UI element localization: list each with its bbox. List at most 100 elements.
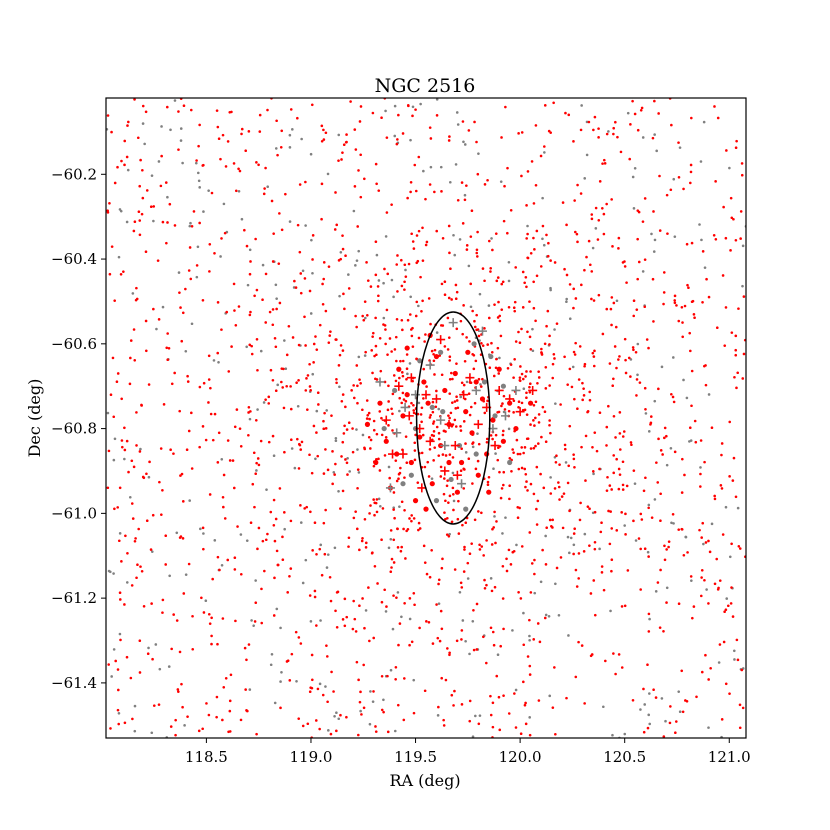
field-star-point xyxy=(632,299,636,302)
field-star-point xyxy=(614,672,617,676)
field-star-point xyxy=(523,703,527,707)
field-star-point xyxy=(461,332,464,336)
field-star-point xyxy=(533,591,537,595)
field-star-point xyxy=(117,539,121,543)
field-star-point xyxy=(447,501,450,504)
field-star-point xyxy=(597,293,601,297)
field-star-point xyxy=(392,594,395,597)
x-axis-label: RA (deg) xyxy=(389,771,460,790)
field-star-point xyxy=(150,602,153,605)
field-star-point xyxy=(377,279,381,282)
field-star-point xyxy=(226,558,230,562)
field-star-point xyxy=(154,643,158,646)
field-star-point xyxy=(477,510,480,513)
field-star-point xyxy=(228,459,232,462)
field-star-point xyxy=(572,532,576,535)
field-star-point xyxy=(591,445,594,449)
field-star-point xyxy=(201,526,205,530)
field-star-point xyxy=(157,703,161,706)
field-star-point xyxy=(180,682,183,686)
field-star-point xyxy=(209,386,212,390)
member-dot-marker xyxy=(417,358,423,364)
field-star-point xyxy=(687,286,690,290)
field-star-point xyxy=(553,328,556,331)
field-star-point xyxy=(366,413,370,417)
field-star-point xyxy=(640,106,644,110)
field-star-point xyxy=(651,277,655,281)
field-star-point xyxy=(141,168,144,172)
field-star-point xyxy=(280,670,283,674)
field-star-point xyxy=(710,522,714,526)
field-star-point xyxy=(542,486,546,490)
field-star-point xyxy=(358,548,361,552)
field-star-point xyxy=(267,395,271,399)
field-star-point xyxy=(476,432,479,435)
field-star-point xyxy=(502,394,506,398)
field-star-point xyxy=(392,538,396,542)
field-star-point xyxy=(620,511,623,514)
field-star-point xyxy=(394,665,398,669)
field-star-point xyxy=(222,202,226,206)
field-star-point xyxy=(700,536,703,539)
field-star-point xyxy=(496,346,500,350)
field-star-point xyxy=(419,102,422,106)
field-star-point xyxy=(734,334,738,338)
field-star-point xyxy=(548,419,551,422)
field-star-point xyxy=(407,262,411,266)
field-star-point xyxy=(462,570,466,573)
field-star-point xyxy=(683,304,687,308)
field-star-point xyxy=(261,263,265,267)
field-star-point xyxy=(150,550,154,553)
field-star-point xyxy=(352,396,356,400)
field-star-point xyxy=(358,700,362,704)
field-star-point xyxy=(463,198,467,202)
field-star-point xyxy=(299,642,303,645)
field-star-point xyxy=(459,581,463,585)
field-star-point xyxy=(468,699,472,703)
field-star-point xyxy=(110,675,113,678)
field-star-point xyxy=(463,548,466,551)
field-star-point xyxy=(648,722,652,726)
field-star-point xyxy=(452,704,455,707)
field-star-point xyxy=(450,371,453,375)
field-star-point xyxy=(400,258,403,262)
field-star-point xyxy=(647,503,651,507)
field-star-point xyxy=(255,461,258,465)
field-star-point xyxy=(132,229,136,233)
field-star-point xyxy=(600,521,603,524)
field-star-point xyxy=(384,342,387,346)
field-star-point xyxy=(563,443,567,447)
field-star-point xyxy=(286,659,290,663)
field-star-point xyxy=(701,300,704,304)
field-star-point xyxy=(175,619,179,622)
field-star-point xyxy=(497,695,501,699)
field-star-point xyxy=(408,313,412,316)
field-star-point xyxy=(352,384,355,387)
field-star-point xyxy=(526,489,529,492)
member-dot-marker xyxy=(500,383,506,389)
field-star-point xyxy=(565,273,569,277)
x-tick-label: 121.0 xyxy=(708,748,751,766)
field-star-point xyxy=(405,377,408,381)
field-star-point xyxy=(126,168,130,172)
field-star-point xyxy=(247,406,251,409)
member-dot-marker xyxy=(425,400,431,406)
field-star-point xyxy=(357,169,360,172)
field-star-point xyxy=(521,270,525,274)
field-star-point xyxy=(720,442,724,445)
field-star-point xyxy=(592,355,596,358)
field-star-point xyxy=(257,163,260,167)
field-star-point xyxy=(435,331,439,334)
field-star-point xyxy=(323,411,326,415)
field-star-point xyxy=(364,609,368,612)
field-star-point xyxy=(324,131,328,135)
field-star-point xyxy=(304,224,307,227)
field-star-point xyxy=(380,674,384,678)
field-star-point xyxy=(634,539,638,542)
field-star-point xyxy=(380,116,383,120)
field-star-point xyxy=(254,601,258,604)
field-star-point xyxy=(252,451,256,455)
field-star-point xyxy=(349,100,352,103)
field-star-point xyxy=(181,311,185,315)
field-star-point xyxy=(216,555,220,559)
